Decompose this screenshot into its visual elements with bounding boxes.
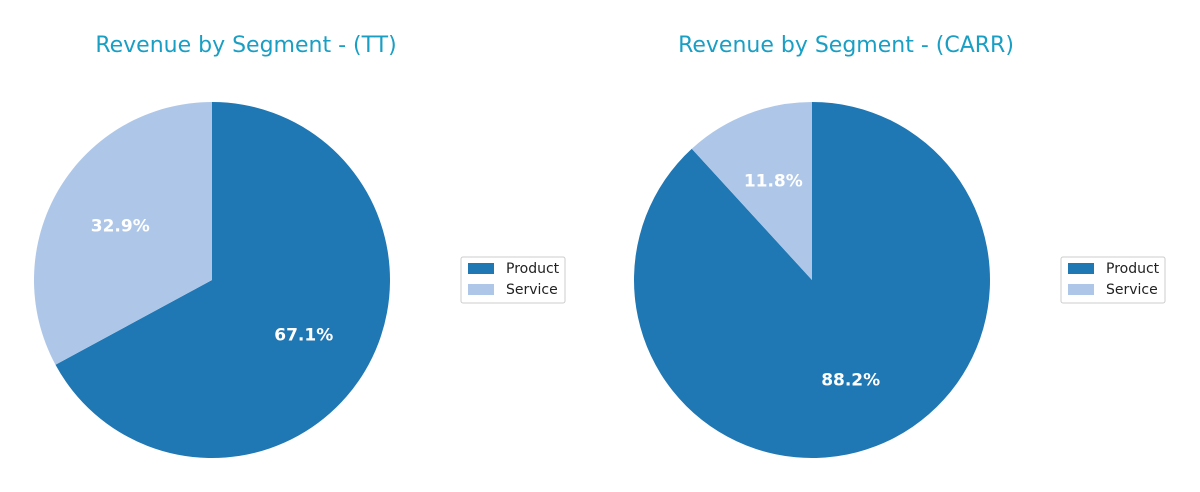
legend-label-service: Service — [1106, 282, 1158, 298]
pie-label-product: 67.1% — [274, 326, 333, 346]
pie-slices — [634, 101, 990, 458]
legend: Product Service — [460, 256, 566, 304]
pie-label-service: 32.9% — [91, 216, 150, 236]
legend-swatch-service — [1068, 284, 1094, 295]
pie-chart-carr: Revenue by Segment - (CARR) 88.2% 11.8% P… — [634, 33, 1166, 458]
legend-label-product: Product — [1106, 261, 1160, 277]
legend-label-service: Service — [506, 282, 558, 298]
pie-label-service: 11.8% — [744, 171, 803, 191]
legend-swatch-service — [468, 284, 494, 295]
chart-title: Revenue by Segment - (TT) — [95, 33, 396, 58]
pie-slices — [33, 102, 390, 458]
legend-label-product: Product — [506, 261, 560, 277]
pie-chart-tt: Revenue by Segment - (TT) 67.1% 32.9% Pro… — [33, 33, 566, 458]
pie-labels: 88.2% 11.8% — [744, 171, 880, 390]
pie-slice-service — [33, 102, 212, 365]
pie-slice-service — [691, 102, 812, 280]
legend-swatch-product — [1068, 263, 1094, 274]
legend-swatch-product — [468, 263, 494, 274]
chart-title: Revenue by Segment - (CARR) — [678, 33, 1014, 58]
legend: Product Service — [1060, 256, 1166, 304]
pie-slice-product — [55, 102, 390, 458]
pie-label-product: 88.2% — [821, 371, 880, 391]
pie-labels: 67.1% 32.9% — [91, 216, 333, 345]
